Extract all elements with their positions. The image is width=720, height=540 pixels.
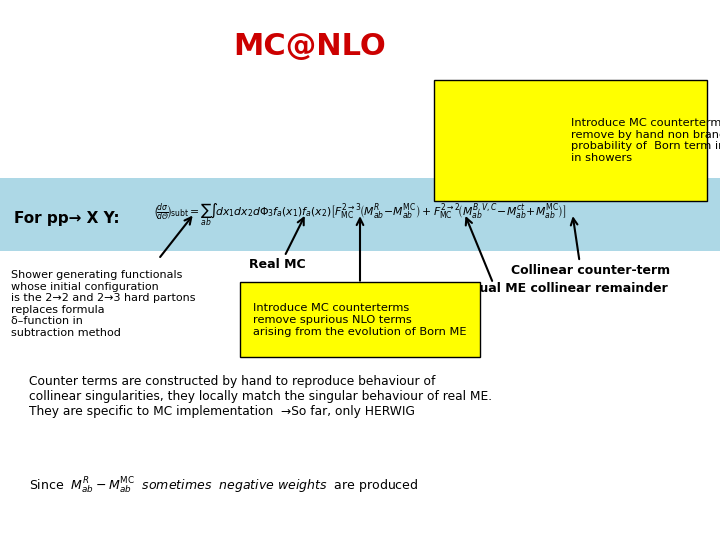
Text: Since  $M^R_{ab} - M^{\mathrm{MC}}_{ab}$  $\mathit{sometimes}$  $\mathit{negativ: Since $M^R_{ab} - M^{\mathrm{MC}}_{ab}$ … — [29, 476, 418, 496]
Text: For pp→ X Y:: For pp→ X Y: — [14, 211, 120, 226]
Text: Introduce MC counterterms
remove spurious NLO terms
arising from the evolution o: Introduce MC counterterms remove spuriou… — [253, 303, 467, 336]
Text: Introduce MC counterterms
remove by hand non branching
probability of  Born term: Introduce MC counterterms remove by hand… — [571, 118, 720, 163]
FancyBboxPatch shape — [240, 282, 480, 357]
Text: Counter terms are constructed by hand to reproduce behaviour of
collinear singul: Counter terms are constructed by hand to… — [29, 375, 492, 418]
Text: Collinear counter-term: Collinear counter-term — [510, 264, 670, 276]
Text: $\left(\!\frac{d\sigma}{d\mathcal{O}}\!\right)_{\!\mathrm{subt}}= \sum_{ab}\!\in: $\left(\!\frac{d\sigma}{d\mathcal{O}}\!\… — [153, 201, 567, 228]
Text: Real MC: Real MC — [249, 258, 305, 271]
Bar — [0, 178, 720, 251]
Text: MC@NLO: MC@NLO — [233, 32, 386, 62]
Text: Born, virtual ME collinear remainder: Born, virtual ME collinear remainder — [413, 282, 667, 295]
FancyBboxPatch shape — [434, 80, 707, 201]
Text: Shower generating functionals
whose initial configuration
is the 2→2 and 2→3 har: Shower generating functionals whose init… — [11, 270, 195, 338]
